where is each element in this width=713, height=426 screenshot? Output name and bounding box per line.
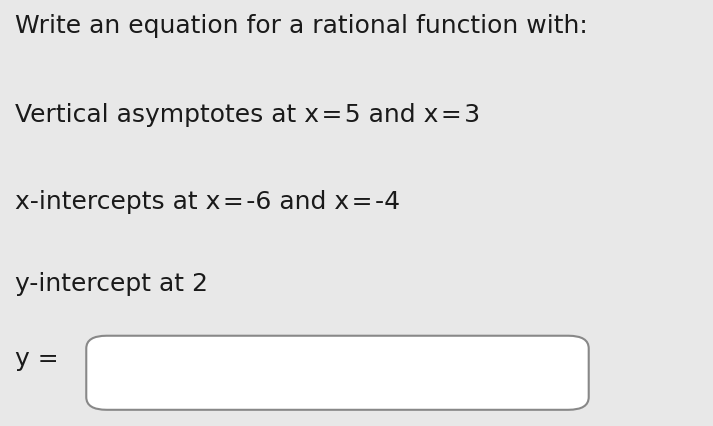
Text: y =: y = bbox=[15, 347, 58, 371]
FancyBboxPatch shape bbox=[86, 336, 589, 410]
Text: Write an equation for a rational function with:: Write an equation for a rational functio… bbox=[15, 14, 588, 38]
Text: x-intercepts at x = -6 and x = -4: x-intercepts at x = -6 and x = -4 bbox=[15, 190, 400, 214]
Text: y-intercept at 2: y-intercept at 2 bbox=[15, 272, 208, 296]
Text: Vertical asymptotes at x = 5 and x = 3: Vertical asymptotes at x = 5 and x = 3 bbox=[15, 103, 480, 127]
